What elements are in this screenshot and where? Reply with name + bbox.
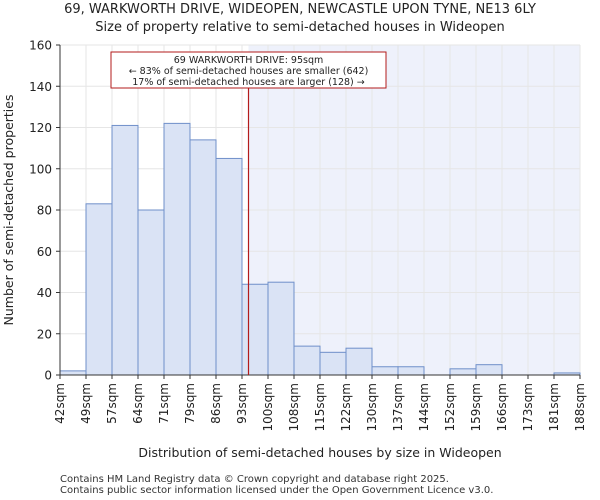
- x-tick-label: 108sqm: [287, 383, 301, 431]
- y-tick-label: 40: [37, 286, 52, 300]
- x-tick-label: 100sqm: [261, 383, 275, 431]
- x-tick-label: 49sqm: [79, 383, 93, 424]
- chart-title: 69, WARKWORTH DRIVE, WIDEOPEN, NEWCASTLE…: [64, 2, 536, 17]
- annotation-title: 69 WARKWORTH DRIVE: 95sqm: [174, 55, 323, 66]
- annotation-smaller: ← 83% of semi-detached houses are smalle…: [129, 66, 369, 77]
- x-tick-label: 42sqm: [53, 383, 67, 424]
- y-tick-label: 140: [29, 80, 52, 94]
- x-tick-label: 122sqm: [339, 383, 353, 431]
- chart-subtitle: Size of property relative to semi-detach…: [95, 20, 505, 35]
- y-tick-label: 120: [29, 121, 52, 135]
- histogram-bar: [475, 364, 503, 376]
- x-tick-label: 137sqm: [391, 383, 405, 431]
- histogram-bar: [371, 366, 399, 376]
- x-tick-label: 152sqm: [443, 383, 457, 431]
- x-tick-label: 188sqm: [573, 383, 587, 431]
- x-tick-label: 64sqm: [131, 383, 145, 424]
- y-axis-title: Number of semi-detached properties: [1, 95, 16, 326]
- histogram-bar: [293, 345, 321, 376]
- y-tick-label: 100: [29, 162, 52, 176]
- annotation-larger: 17% of semi-detached houses are larger (…: [132, 77, 365, 88]
- x-tick-label: 79sqm: [183, 383, 197, 424]
- x-tick-label: 159sqm: [469, 383, 483, 431]
- x-tick-label: 130sqm: [365, 383, 379, 431]
- histogram-bar: [189, 139, 217, 376]
- y-tick-label: 80: [37, 204, 52, 218]
- x-tick-label: 93sqm: [235, 383, 249, 424]
- histogram-bar: [319, 351, 347, 376]
- x-tick-label: 166sqm: [495, 383, 509, 431]
- histogram-bar: [397, 366, 425, 376]
- y-tick-label: 160: [29, 39, 52, 53]
- histogram-bar: [85, 203, 113, 376]
- x-tick-label: 115sqm: [313, 383, 327, 431]
- x-tick-label: 144sqm: [417, 383, 431, 431]
- histogram-bar: [267, 281, 295, 376]
- x-tick-label: 57sqm: [105, 383, 119, 424]
- histogram-bar: [345, 347, 373, 376]
- y-tick-label: 60: [37, 245, 52, 259]
- histogram-bar: [215, 157, 243, 376]
- histogram-bar: [163, 122, 191, 376]
- footer-copyright: Contains HM Land Registry data © Crown c…: [60, 474, 449, 485]
- y-tick-label: 0: [44, 369, 52, 383]
- x-tick-label: 181sqm: [547, 383, 561, 431]
- histogram-bar: [137, 209, 165, 376]
- x-tick-label: 71sqm: [157, 383, 171, 424]
- x-tick-label: 86sqm: [209, 383, 223, 424]
- histogram-bar: [449, 368, 477, 376]
- y-tick-label: 20: [37, 327, 52, 341]
- histogram-bar: [111, 124, 139, 376]
- histogram-bar: [59, 370, 87, 376]
- footer-licence: Contains public sector information licen…: [60, 485, 494, 496]
- histogram-bar: [241, 283, 269, 376]
- x-axis-title: Distribution of semi-detached houses by …: [138, 445, 501, 460]
- x-tick-label: 173sqm: [521, 383, 535, 431]
- annotation-box: [110, 51, 387, 89]
